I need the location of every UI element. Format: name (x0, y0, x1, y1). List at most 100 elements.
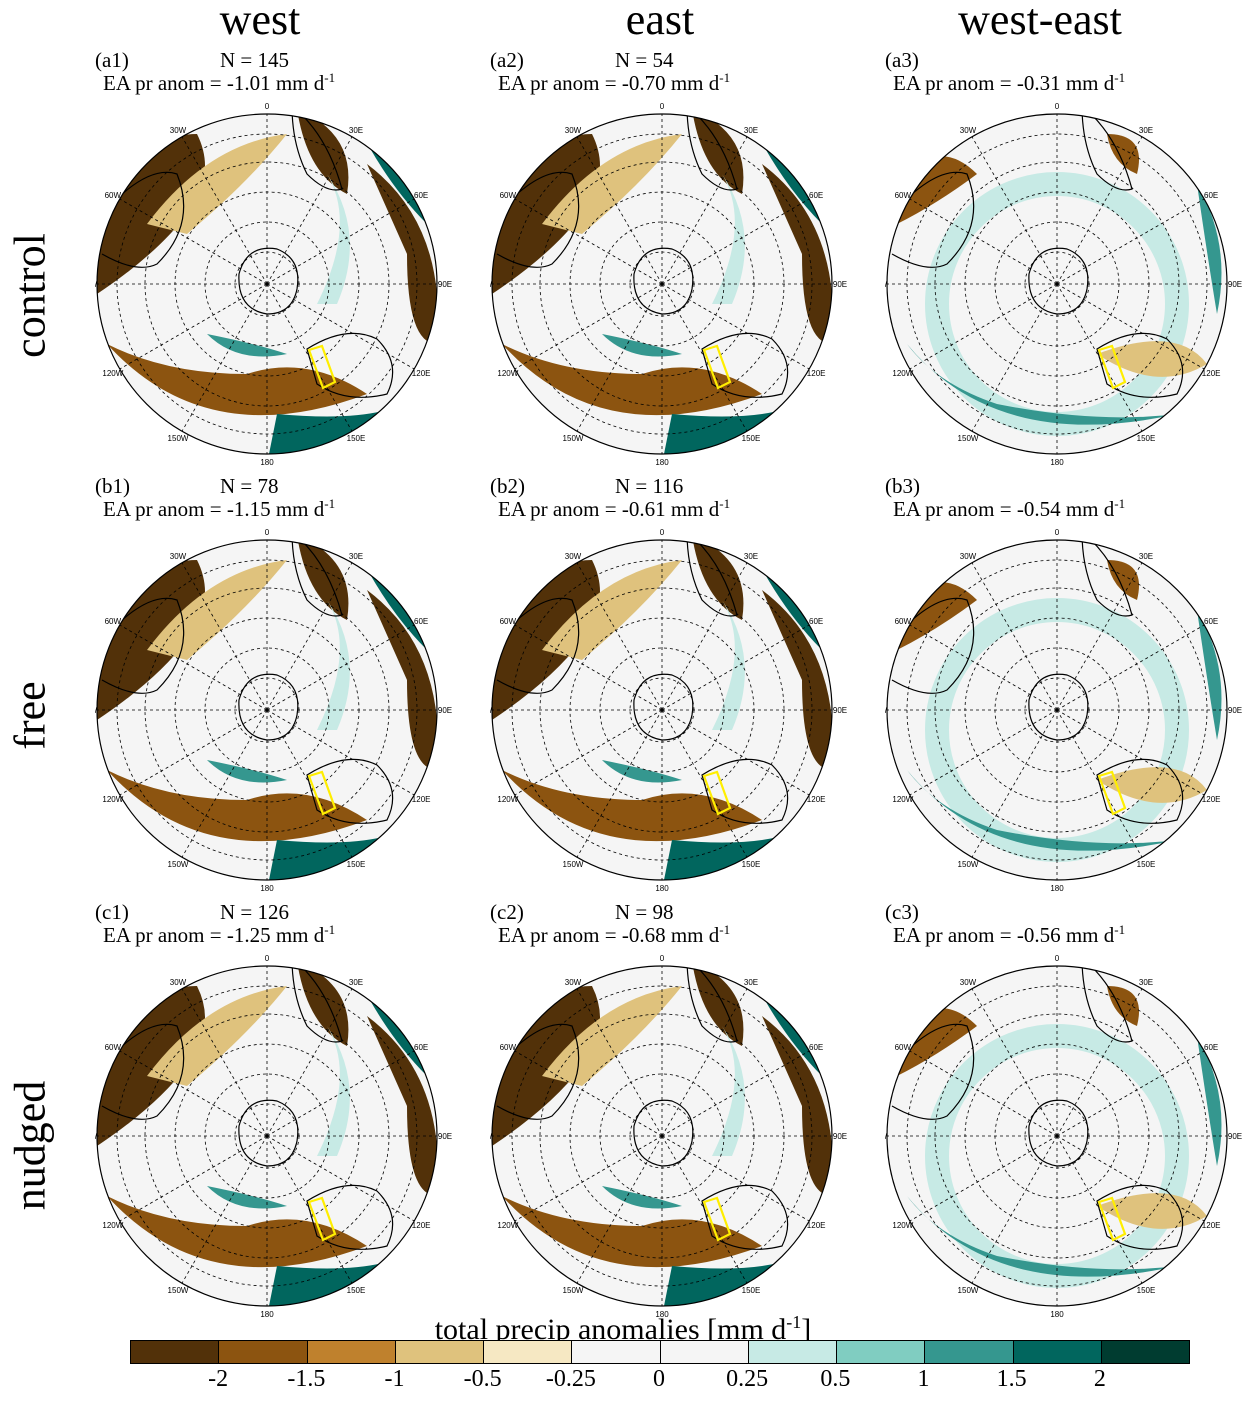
ea-units: mm d (275, 71, 325, 95)
ea-region-box (307, 344, 337, 390)
longitude-label: 150W (563, 860, 584, 869)
colorbar-segment (1101, 1341, 1189, 1363)
colorbar-tick-label: 0 (653, 1366, 665, 1392)
longitude-label: 60E (809, 1043, 823, 1052)
south-america-outline (496, 1023, 580, 1120)
longitude-label: 120E (1202, 1221, 1221, 1230)
longitude-line (661, 1135, 810, 1222)
ea-anomaly-text: EA pr anom = -0.68 mm d-1 (498, 922, 730, 948)
africa-outline (291, 540, 343, 617)
longitude-label: 60E (414, 617, 428, 626)
polar-map: 0 30E 60E 90E 120E 150E 180 150W 120W 90W 60W 30W (885, 528, 1242, 893)
longitude-label: 90W (885, 1132, 888, 1141)
longitude-line (181, 562, 268, 711)
dry-region-pacific (107, 344, 367, 416)
colorbar-segment (131, 1341, 220, 1363)
map-border (886, 113, 1228, 455)
colorbar-tick-label: -0.25 (545, 1366, 596, 1392)
antarctica-outline (238, 1099, 299, 1167)
ea-units: mm d (1065, 497, 1115, 521)
polar-map: 0 30E 60E 90E 120E 150E 180 150W 120W 90W 60W 30W (95, 528, 452, 893)
ea-value: -1.15 (226, 497, 271, 521)
longitude-label: 150W (563, 434, 584, 443)
australia-outline (1096, 1184, 1184, 1250)
longitude-label: 150E (742, 860, 761, 869)
longitude-label: 60E (809, 191, 823, 200)
longitude-line (1056, 562, 1143, 711)
ea-anomaly-text: EA pr anom = -1.01 mm d-1 (103, 70, 335, 96)
australia-outline (306, 758, 394, 824)
longitude-label: 150W (958, 434, 979, 443)
longitude-label: 60W (105, 1043, 122, 1052)
ea-region-box (307, 770, 337, 816)
ea-units-sup: -1 (1114, 70, 1126, 85)
africa-outline (686, 114, 738, 191)
colorbar-tick-label: 0.25 (726, 1366, 769, 1392)
longitude-label: 180 (260, 1310, 274, 1319)
australia-outline (701, 1184, 789, 1250)
dry-region-atlantic (147, 560, 287, 660)
longitude-line (661, 988, 748, 1137)
longitude-line (514, 709, 663, 796)
polar-map: 0 30E 60E 90E 120E 150E 180 150W 120W 90W 60W 30W (490, 954, 847, 1319)
ea-anomaly-text: EA pr anom = -0.54 mm d-1 (893, 496, 1125, 522)
panel-label: (b1) (95, 474, 130, 498)
longitude-label: 120W (102, 369, 123, 378)
antarctica-outline (238, 673, 299, 741)
dry-region-pacific (502, 770, 762, 842)
sample-count: N = 78 (220, 474, 279, 498)
dry-region-atlantic (542, 560, 682, 660)
ea-value: -1.01 (226, 71, 271, 95)
sample-count: N = 116 (615, 474, 684, 498)
dry-region-africa (692, 114, 744, 194)
map-panel-a3: (a3) EA pr anom = -0.31 mm d-1 0 30E 60E 90E 1… (885, 48, 1246, 488)
wet-region-pacific (907, 770, 1177, 851)
ea-region-box (702, 344, 732, 390)
longitude-label: 60W (895, 1043, 912, 1052)
dry-region-indian-ocean (367, 164, 437, 344)
africa-outline (686, 966, 738, 1043)
longitude-label: 180 (655, 458, 669, 467)
map-panel-c3: (c3) EA pr anom = -0.56 mm d-1 0 30E 60E 90E 1… (885, 900, 1246, 1340)
antarctica-outline (633, 673, 694, 741)
colorbar-tick-label: -2 (208, 1366, 229, 1392)
longitude-label: 120E (807, 795, 826, 804)
map-panel-a2: (a2) N = 54 EA pr anom = -0.70 mm d-1 0 30E 6… (490, 48, 885, 488)
longitude-line (266, 624, 415, 711)
longitude-line (119, 709, 268, 796)
africa-outline (1081, 114, 1133, 191)
dry-region-south-america (492, 986, 600, 1146)
ea-value: -0.54 (1016, 497, 1061, 521)
longitude-line (1056, 283, 1205, 370)
longitude-line (266, 562, 353, 711)
longitude-line (1056, 136, 1143, 285)
polar-map: 0 30E 60E 90E 120E 150E 180 150W 120W 90W 60W 30W (885, 102, 1242, 467)
ea-units-sup: -1 (1114, 496, 1126, 511)
longitude-line (909, 1050, 1058, 1137)
dry-region-africa (1107, 986, 1139, 1026)
ea-prefix: EA pr anom = (103, 497, 227, 521)
ea-units-sup: -1 (324, 922, 336, 937)
panel-label: (a2) (490, 48, 524, 72)
africa-outline (1081, 966, 1133, 1043)
ea-prefix: EA pr anom = (498, 71, 622, 95)
longitude-label: 30E (1139, 552, 1153, 561)
longitude-label: 60W (105, 617, 122, 626)
longitude-label: 30W (960, 126, 977, 135)
map-panel-c2: (c2) N = 98 EA pr anom = -0.68 mm d-1 0 30E 6… (490, 900, 885, 1340)
longitude-label: 60E (1204, 1043, 1218, 1052)
longitude-line (661, 624, 810, 711)
longitude-label: 30E (349, 552, 363, 561)
dry-region-africa (1107, 560, 1139, 600)
colorbar-tick-label: 1.5 (996, 1366, 1027, 1392)
wet-ring-segment (712, 174, 745, 304)
longitude-line (119, 1135, 268, 1222)
longitude-line (971, 283, 1058, 432)
longitude-label: 90E (1228, 280, 1242, 289)
panel-label: (b3) (885, 474, 920, 498)
row-title-nudged: nudged (5, 1080, 55, 1211)
longitude-label: 90W (490, 280, 493, 289)
polar-map: 0 30E 60E 90E 120E 150E 180 150W 120W 90W 60W 30W (490, 528, 847, 893)
longitude-label: 0 (660, 954, 665, 963)
sample-count: N = 126 (220, 900, 290, 924)
